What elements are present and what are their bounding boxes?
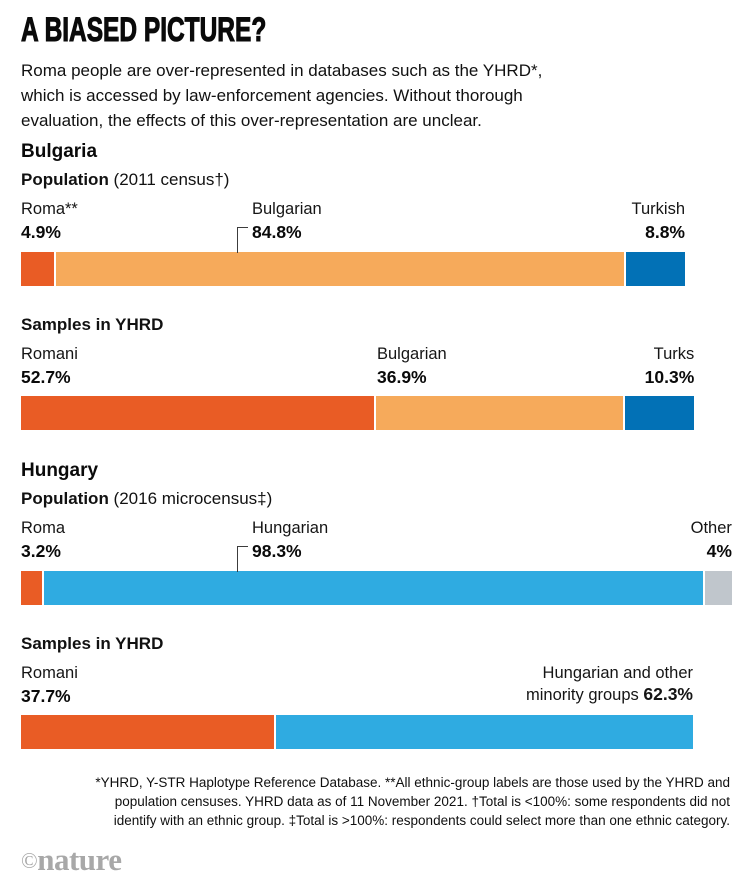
segment-label-bulgarian: Bulgarian 84.8%: [252, 200, 322, 242]
bar-segment-hungarian-other: [275, 715, 693, 749]
bar-segment-roma: [21, 571, 43, 605]
label-row-bulgaria-population: Roma** 4.9% Bulgarian 84.8% Turkish 8.8%: [21, 200, 685, 253]
segment-label-turks: Turks 10.3%: [644, 345, 695, 387]
leader-line: [237, 546, 248, 572]
label-row-hungary-population: Roma 3.2% Hungarian 98.3% Other 4%: [21, 519, 732, 572]
segment-label-other: Other 4%: [690, 519, 732, 561]
stacked-bar-bulgaria-population: [21, 252, 685, 286]
segment-label-turkish: Turkish 8.8%: [631, 200, 685, 242]
subtitle: Roma people are over-represented in data…: [21, 58, 730, 133]
segment-label-line2: minority groups: [525, 686, 639, 704]
chart-title-hungary-population: Population (2016 microcensus‡): [21, 489, 730, 508]
chart-title-bold: Population: [21, 170, 109, 189]
logo-text: nature: [37, 842, 122, 877]
stacked-bar-bulgaria-yhrd: [21, 396, 695, 430]
segment-label-romani: Romani 52.7%: [21, 345, 78, 387]
segment-value: 62.3%: [643, 684, 693, 704]
bar-segment-roma: [21, 252, 54, 286]
bar-segment-turks: [625, 396, 695, 430]
segment-label-hungarian: Hungarian 98.3%: [252, 519, 329, 561]
label-row-bulgaria-yhrd: Romani 52.7% Bulgarian 36.9% Turks 10.3%: [21, 345, 695, 396]
segment-label-roma: Roma 3.2%: [21, 519, 66, 561]
bar-segment-bulgarian: [376, 396, 624, 430]
bar-segment-romani: [21, 715, 274, 749]
segment-label-bulgarian: Bulgarian 36.9%: [377, 345, 447, 387]
segment-label-romani: Romani 37.7%: [21, 664, 78, 706]
footnote-line-1: *YHRD, Y-STR Haplotype Reference Databas…: [95, 775, 730, 790]
subtitle-line-2: which is accessed by law-enforcement age…: [21, 86, 523, 105]
chart-title-bulgaria-population: Population (2011 census†): [21, 170, 730, 189]
chart-title-hungary-yhrd: Samples in YHRD: [21, 634, 730, 653]
bar-segment-other: [704, 571, 732, 605]
bar-segment-hungarian: [44, 571, 703, 605]
page-title: A BIASED PICTURE?: [21, 11, 267, 49]
section-heading-bulgaria: Bulgaria: [21, 141, 98, 162]
bar-segment-romani: [21, 396, 375, 430]
subtitle-line-3: evaluation, the effects of this over-rep…: [21, 111, 482, 130]
footnote-line-3: identify with an ethnic group. ‡Total is…: [113, 813, 730, 828]
subtitle-line-1: Roma people are over-represented in data…: [21, 61, 543, 80]
chart-title-bold: Samples in YHRD: [21, 634, 164, 653]
section-heading-hungary: Hungary: [21, 460, 99, 481]
bar-segment-bulgarian: [55, 252, 624, 286]
footnote-line-2: population censuses. YHRD data as of 11 …: [114, 794, 730, 809]
nature-logo: ©nature: [21, 844, 730, 877]
leader-line: [237, 227, 248, 253]
chart-title-note: (2016 microcensus‡): [108, 489, 273, 508]
segment-label-roma: Roma** 4.9%: [21, 200, 78, 242]
chart-title-bulgaria-yhrd: Samples in YHRD: [21, 315, 730, 334]
footnote: *YHRD, Y-STR Haplotype Reference Databas…: [21, 773, 730, 830]
bar-segment-turkish: [625, 252, 685, 286]
segment-label-hungarian-other: Hungarian and other minority groups 62.3…: [525, 664, 693, 704]
chart-title-note: (2011 census†): [108, 170, 230, 189]
stacked-bar-hungary-population: [21, 571, 732, 605]
label-row-hungary-yhrd: Romani 37.7% Hungarian and other minorit…: [21, 664, 693, 715]
stacked-bar-hungary-yhrd: [21, 715, 693, 749]
chart-title-bold: Samples in YHRD: [21, 315, 164, 334]
chart-title-bold: Population: [21, 489, 109, 508]
copyright-icon: ©: [21, 848, 38, 873]
